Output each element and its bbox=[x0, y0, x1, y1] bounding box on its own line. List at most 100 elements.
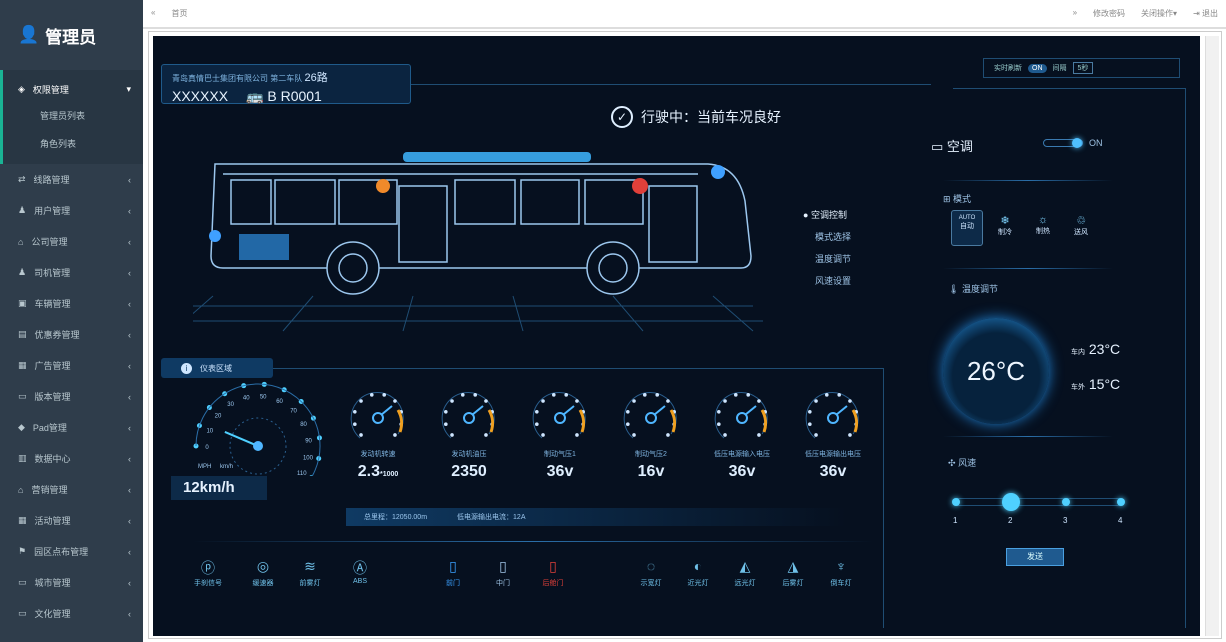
sidebar-item[interactable]: ▣ 车辆管理 ‹ bbox=[18, 298, 131, 309]
gauge: 制动气压1 36v bbox=[520, 388, 600, 481]
vehicle-status: ✓ 行驶中：当前车况良好 bbox=[611, 106, 781, 128]
sidebar-item[interactable]: ▦ 活动管理 ‹ bbox=[18, 515, 131, 526]
mode-option[interactable]: ❄ 制冷 bbox=[998, 215, 1012, 236]
sidebar-item[interactable]: ♟ 司机管理 ‹ bbox=[18, 267, 131, 278]
menu-icon: ▭ bbox=[18, 608, 27, 618]
scrollbar[interactable] bbox=[1205, 36, 1219, 636]
gauge: 发动机油压 2350 bbox=[429, 388, 509, 481]
sidebar-item[interactable]: ▥ 数据中心 ‹ bbox=[18, 453, 131, 464]
low-beam-icon: ◐ bbox=[693, 558, 703, 574]
speedometer: 0102030405060708090100110120MPHkm/h bbox=[193, 381, 322, 476]
indicator: ◮ 后雾灯 bbox=[773, 558, 813, 588]
menu-icon: ▣ bbox=[18, 298, 27, 308]
speed-tick-label: 0 bbox=[205, 445, 209, 451]
sidebar-item[interactable]: ▭ 城市管理 ‹ bbox=[18, 577, 131, 588]
fan-level-label: 3 bbox=[1063, 516, 1068, 525]
sidebar-subitem-admin-list[interactable]: 管理员列表 bbox=[40, 111, 86, 121]
speed-readout: 12km/h bbox=[171, 476, 267, 500]
interval-select[interactable]: 5秒 bbox=[1072, 62, 1094, 74]
menu-icon: ⇄ bbox=[18, 174, 26, 184]
tab-home[interactable]: 首页 bbox=[171, 9, 188, 18]
refresh-control: 实时刷新 ON 间隔 5秒 bbox=[983, 58, 1180, 78]
logout-link[interactable]: ⇥ 退出 bbox=[1193, 9, 1218, 18]
menu-icon: ⚑ bbox=[18, 546, 27, 556]
sidebar-item[interactable]: ▦ 广告管理 ‹ bbox=[18, 360, 131, 371]
gauge: 制动气压2 16v bbox=[611, 388, 691, 481]
menu-icon: ♟ bbox=[18, 267, 27, 277]
menu-item-ac-control[interactable]: ● 空调控制 bbox=[803, 210, 847, 220]
fan-level-label: 1 bbox=[953, 516, 958, 525]
abs-icon: Ⓐ bbox=[353, 560, 367, 576]
sidebar-brand: 👤 管理员 bbox=[18, 25, 97, 47]
refresh-toggle[interactable]: ON bbox=[1028, 63, 1047, 73]
fan-icon: ✣ bbox=[948, 458, 956, 468]
close-ops-dropdown[interactable]: 关闭操作▾ bbox=[1141, 9, 1178, 18]
speed-tick-label: 50 bbox=[260, 394, 267, 400]
send-button[interactable]: 发送 bbox=[1006, 548, 1064, 566]
fan-title: ✣ 风速 bbox=[948, 458, 977, 468]
bus-dashboard: 青岛真情巴士集团有限公司 第二车队 26路 XXXXXX 🚌 B R0001 实时… bbox=[153, 36, 1200, 636]
sidebar-item[interactable]: ⚑ 园区点布管理 ‹ bbox=[18, 546, 131, 557]
speed-tick-label: 10 bbox=[206, 428, 213, 434]
scroll-right-icon[interactable]: » bbox=[1072, 8, 1078, 17]
ac-power-toggle[interactable]: ON bbox=[1043, 138, 1103, 148]
sidebar-item[interactable]: ▭ 文化管理 ‹ bbox=[18, 608, 131, 619]
fan-level-dot[interactable] bbox=[1117, 498, 1125, 506]
sidebar-item[interactable]: ◆ Pad管理 ‹ bbox=[18, 422, 131, 433]
mode-option[interactable]: ☼ 制热 bbox=[1036, 214, 1050, 235]
indicator: ▯ 前门 bbox=[433, 558, 473, 588]
indicator: ◎ 缓速器 bbox=[243, 558, 283, 588]
gauge-dial bbox=[350, 391, 404, 439]
width-light-icon: ◌ bbox=[646, 558, 656, 574]
set-temperature[interactable]: 26°C bbox=[943, 318, 1049, 424]
sidebar-item[interactable]: ⇄ 线路管理 ‹ bbox=[18, 174, 131, 185]
fog-light-icon: ≋ bbox=[304, 558, 316, 574]
speed-tick-label: 100 bbox=[303, 455, 314, 461]
section-title: i 仪表区域 bbox=[161, 358, 273, 378]
change-password-link[interactable]: 修改密码 bbox=[1093, 9, 1126, 18]
sidebar-item[interactable]: ♟ 用户管理 ‹ bbox=[18, 205, 131, 216]
menu-icon: ⌂ bbox=[18, 484, 24, 495]
rear-fog-icon: ◮ bbox=[787, 558, 799, 574]
scroll-left-icon[interactable]: « bbox=[151, 8, 156, 17]
chevron-left-icon: ‹ bbox=[128, 515, 131, 526]
handbrake-icon: ⓟ bbox=[201, 560, 215, 576]
mode-option[interactable]: ♲ 送风 bbox=[1074, 215, 1088, 236]
indicator: ⓟ 手刹信号 bbox=[188, 558, 228, 588]
indicator: ≋ 前雾灯 bbox=[290, 558, 330, 588]
menu-item-fan[interactable]: 风速设置 bbox=[815, 276, 852, 286]
speed-tick-label: 110 bbox=[297, 471, 307, 476]
chevron-left-icon: ‹ bbox=[128, 422, 131, 433]
speed-tick-label: 20 bbox=[215, 413, 222, 419]
fan-level-dot[interactable] bbox=[1002, 493, 1020, 511]
bus-illustration bbox=[193, 152, 763, 332]
menu-item-mode[interactable]: 模式选择 bbox=[815, 232, 852, 242]
menu-icon: ▦ bbox=[18, 515, 27, 525]
sidebar-item-permissions[interactable]: ◈ 权限管理 ▾ bbox=[18, 83, 131, 95]
chevron-left-icon: ‹ bbox=[128, 360, 131, 371]
gauge-dial bbox=[714, 391, 768, 439]
inside-temp: 车内 23°C bbox=[1071, 341, 1121, 357]
menu-item-temperature[interactable]: 温度调节 bbox=[815, 254, 852, 264]
menu-icon: ♟ bbox=[18, 205, 27, 215]
fan-level-dot[interactable] bbox=[952, 498, 960, 506]
sidebar-item[interactable]: ▤ 优惠券管理 ‹ bbox=[18, 329, 131, 340]
indicator: ▯ 中门 bbox=[483, 558, 523, 588]
control-menu: ● 空调控制 模式选择 温度调节 风速设置 bbox=[803, 204, 851, 292]
fan-level-label: 4 bbox=[1118, 516, 1123, 525]
mode-option[interactable]: AUTO 自动 bbox=[951, 210, 983, 246]
indicator: ◭ 远光灯 bbox=[725, 558, 765, 588]
menu-icon: ▦ bbox=[18, 360, 27, 370]
fan-level-dot[interactable] bbox=[1062, 498, 1070, 506]
fan-slider[interactable] bbox=[953, 498, 1123, 506]
sidebar-subitem-role-list[interactable]: 角色列表 bbox=[40, 139, 77, 149]
sidebar-item[interactable]: ▭ 版本管理 ‹ bbox=[18, 391, 131, 402]
gauge-dial bbox=[623, 391, 677, 439]
speed-tick-label: 60 bbox=[276, 399, 283, 405]
sidebar-item[interactable]: ⌂ 营销管理 ‹ bbox=[18, 484, 131, 496]
sidebar-item[interactable]: ⌂ 公司管理 ‹ bbox=[18, 236, 131, 248]
speed-tick-label: 30 bbox=[227, 402, 234, 408]
plate-number: 🚌 B R0001 bbox=[246, 88, 322, 104]
info-icon: i bbox=[181, 362, 192, 374]
door-icon: ▯ bbox=[549, 558, 557, 574]
